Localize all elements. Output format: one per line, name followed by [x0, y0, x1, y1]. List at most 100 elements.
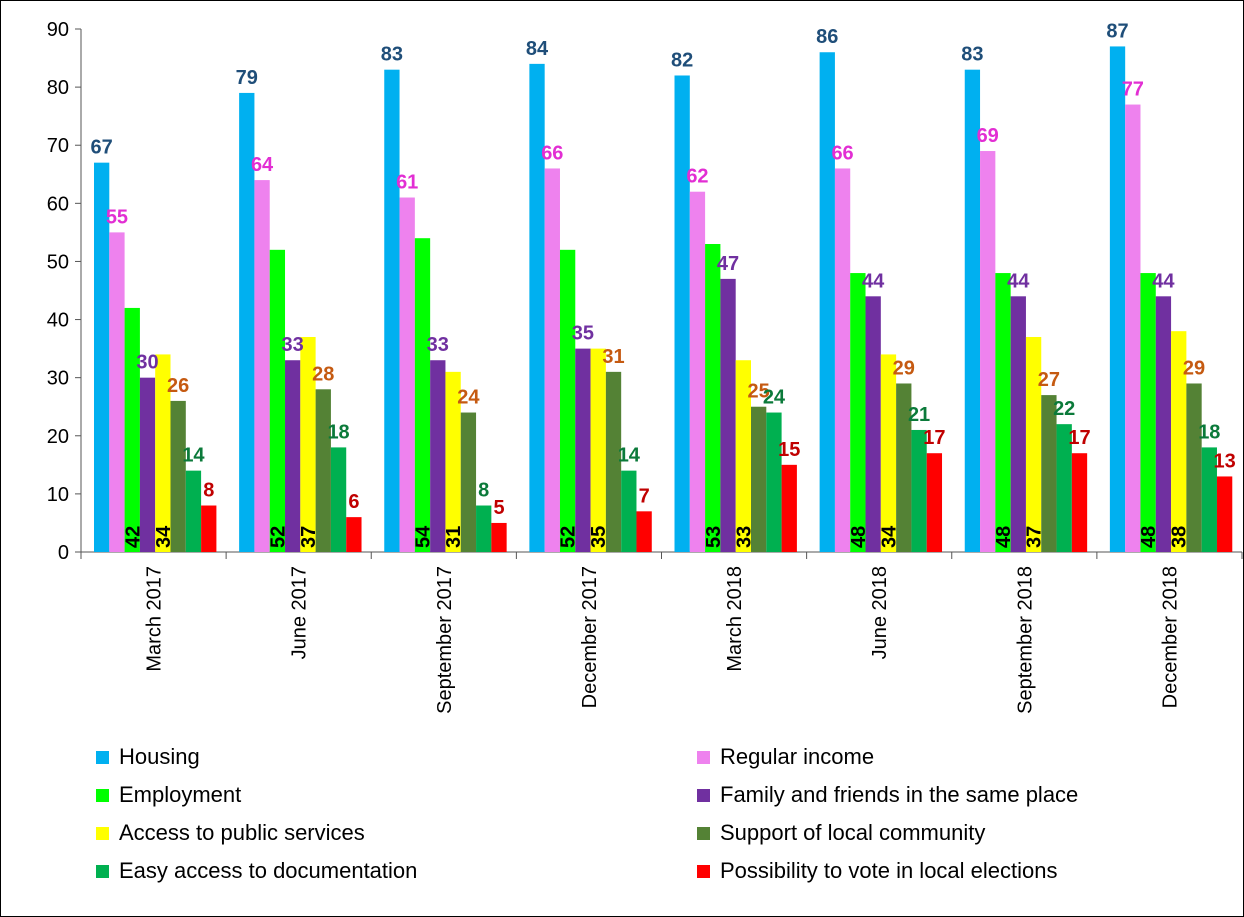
- data-label: 8: [478, 480, 489, 502]
- data-label: 18: [1198, 421, 1220, 443]
- data-label: 79: [236, 67, 258, 89]
- bar-6-0: [185, 470, 202, 552]
- bar-2-2: [414, 238, 431, 552]
- data-label: 7: [639, 485, 650, 507]
- data-label: 33: [282, 334, 304, 356]
- bar-2-5: [850, 273, 866, 552]
- data-label: 26: [167, 375, 189, 397]
- data-label: 29: [1183, 357, 1205, 379]
- x-tick-label: June 2017: [289, 566, 311, 659]
- data-label: 21: [908, 404, 930, 426]
- data-label: 15: [778, 439, 800, 461]
- x-tick-label: March 2018: [724, 566, 746, 672]
- bar-6-3: [621, 470, 637, 552]
- bar-2-3: [559, 249, 576, 553]
- bar-1-1: [254, 180, 270, 553]
- data-label: 35: [572, 323, 594, 345]
- y-tick-label: 0: [58, 542, 69, 564]
- data-label: 48: [848, 526, 870, 548]
- bar-7-3: [636, 511, 652, 552]
- bar-5-6: [1041, 395, 1057, 552]
- bar-0-0: [94, 162, 110, 552]
- data-label: 25: [748, 381, 770, 403]
- bar-5-7: [1186, 383, 1202, 552]
- data-label: 38: [1169, 526, 1191, 548]
- data-label: 83: [381, 44, 403, 66]
- bar-2-6: [995, 273, 1011, 552]
- data-label: 82: [671, 49, 693, 71]
- data-label: 61: [396, 172, 418, 194]
- bar-3-2: [430, 360, 446, 552]
- data-label: 34: [878, 525, 900, 548]
- y-tick-label: 10: [47, 484, 69, 506]
- bar-3-3: [575, 348, 591, 552]
- bar-4-6: [1025, 336, 1042, 552]
- x-tick-label: September 2017: [434, 566, 456, 714]
- data-label: 14: [618, 445, 641, 467]
- bar-7-0: [201, 505, 217, 552]
- bar-5-4: [751, 406, 767, 552]
- bar-4-4: [735, 360, 751, 552]
- y-tick-label: 40: [47, 310, 69, 332]
- bar-7-5: [926, 453, 943, 552]
- bar-6-2: [476, 505, 492, 552]
- bar-6-5: [911, 429, 927, 552]
- data-label: 47: [717, 253, 739, 275]
- data-label: 17: [1068, 427, 1090, 449]
- bar-3-6: [1010, 296, 1026, 552]
- bar-6-4: [766, 412, 782, 552]
- x-tick-label: June 2018: [869, 566, 891, 659]
- data-label: 37: [1024, 526, 1046, 548]
- data-label: 77: [1122, 79, 1144, 101]
- bar-3-5: [865, 296, 881, 552]
- data-label: 62: [686, 166, 708, 188]
- bar-0-2: [384, 69, 400, 552]
- bar-3-1: [285, 360, 301, 552]
- data-label: 24: [457, 387, 480, 409]
- data-label: 64: [251, 154, 274, 176]
- data-label: 5: [493, 497, 504, 519]
- y-tick-label: 70: [47, 135, 69, 157]
- bar-4-5: [880, 354, 897, 552]
- data-label: 86: [816, 26, 838, 48]
- data-label: 53: [703, 526, 725, 548]
- data-label: 44: [862, 270, 885, 292]
- data-label: 44: [1007, 270, 1030, 292]
- bar-2-4: [705, 244, 721, 552]
- data-label: 35: [588, 526, 610, 548]
- bar-4-0: [155, 354, 171, 552]
- data-label: 87: [1106, 20, 1128, 42]
- data-label: 18: [327, 421, 349, 443]
- data-label: 29: [893, 357, 915, 379]
- bar-4-2: [445, 371, 461, 552]
- bar-0-1: [239, 92, 255, 552]
- data-label: 14: [182, 445, 205, 467]
- data-label: 66: [831, 142, 853, 164]
- bar-1-4: [689, 191, 706, 552]
- bar-6-1: [330, 447, 347, 552]
- bar-6-7: [1201, 447, 1217, 552]
- x-tick-label: December 2017: [579, 566, 601, 708]
- bar-0-3: [529, 63, 545, 552]
- data-label: 44: [1152, 270, 1175, 292]
- bar-1-2: [399, 197, 415, 552]
- y-tick-label: 20: [47, 426, 69, 448]
- bar-7-6: [1071, 453, 1088, 552]
- data-label: 34: [153, 525, 175, 548]
- data-label: 84: [526, 38, 549, 60]
- data-label: 8: [203, 480, 214, 502]
- bar-3-7: [1155, 296, 1172, 552]
- bar-1-5: [834, 168, 851, 552]
- data-label: 48: [993, 526, 1015, 548]
- data-label: 55: [106, 206, 128, 228]
- bar-5-3: [605, 371, 622, 552]
- data-label: 33: [733, 526, 755, 548]
- data-label: 37: [298, 526, 320, 548]
- bar-1-7: [1125, 104, 1141, 553]
- data-label: 22: [1053, 398, 1075, 420]
- bar-3-4: [720, 278, 736, 552]
- y-tick-label: 80: [47, 77, 69, 99]
- bar-4-7: [1171, 331, 1187, 552]
- data-label: 31: [602, 346, 624, 368]
